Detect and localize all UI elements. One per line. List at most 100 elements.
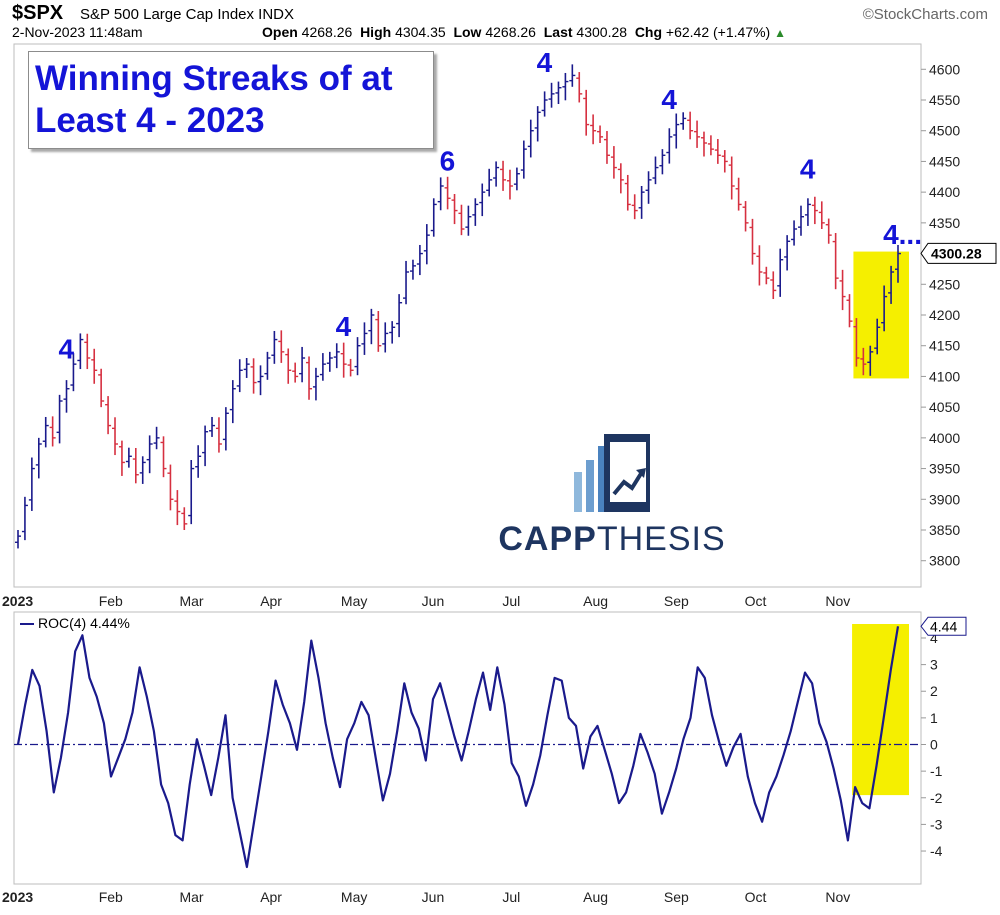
price-bar [694,120,701,148]
price-bar [153,426,160,450]
price-y-tick-label: 4200 [929,307,960,323]
price-last-value-label: 4300.28 [931,245,982,261]
low-label: Low [453,24,482,40]
price-bar [818,201,825,229]
price-bar [583,89,590,136]
roc-y-tick-label: 4 [930,630,938,646]
price-bar [396,294,403,338]
price-bar [631,194,638,220]
price-bar [895,244,901,283]
price-bar [888,265,895,304]
price-bar [15,530,21,549]
roc-series-line [16,626,900,869]
roc-y-tick-label: 2 [930,683,938,699]
roc-y-tick-label: 0 [930,737,938,753]
price-bar [347,358,354,377]
price-bar [222,407,229,451]
price-bar [382,322,389,353]
last-label: Last [543,24,573,40]
price-bar [361,322,368,355]
price-bar [874,318,881,355]
price-bar [354,337,361,376]
price-bar [603,131,610,164]
price-bar [84,333,91,370]
price-last-tag [920,242,997,264]
roc-highlight-box [852,624,909,796]
price-bar [49,416,56,447]
price-bar [209,416,216,437]
price-bar [867,345,874,376]
price-bar [652,156,659,185]
price-bar [756,245,763,286]
index-name: S&P 500 Large Cap Index INDX [80,6,295,23]
price-y-tick-label: 4000 [929,430,960,446]
price-bar [541,91,548,117]
price-bar [403,260,410,305]
price-bar [368,308,375,345]
roc-y-tick-label: 1 [930,710,938,726]
price-bar [132,447,139,484]
price-bar [458,204,465,236]
price-bar [486,168,493,197]
chg-value: +62.42 (+1.47%) [665,24,771,40]
price-y-tick-label: 4450 [929,153,960,169]
price-bar [416,244,423,276]
price-bar [160,436,167,478]
streak-label: 4 [336,311,352,342]
price-y-tick-label: 4600 [929,61,960,77]
roc-x-tick-label: Nov [825,889,850,905]
price-bar [881,285,888,332]
price-bar [839,269,846,311]
price-bar [451,193,458,225]
streak-label: 4 [537,47,553,78]
price-bar [56,394,63,444]
roc-legend-text: ROC(4) 4.44% [38,615,130,631]
price-bar [860,347,867,376]
price-x-tick-label: Jul [502,593,520,609]
price-bar [326,351,333,372]
quote-bar: 2-Nov-2023 11:48am Open 4268.26 High 430… [12,24,988,42]
price-bar [527,119,534,158]
streak-label: 4 [661,84,677,115]
annotation-title: Winning Streaks of at Least 4 - 2023 [35,59,393,140]
price-y-tick-label: 3950 [929,461,960,477]
roc-x-tick-label: Jun [422,889,445,905]
price-bar [312,367,319,401]
price-bar [188,459,195,525]
price-bar [28,457,35,511]
price-bar [167,464,174,511]
price-bar [562,72,569,101]
price-bar [389,321,396,344]
last-value: 4300.28 [576,24,628,40]
price-bar [375,311,382,352]
price-y-tick-label: 4500 [929,123,960,139]
price-bar [784,235,791,271]
ticker-symbol: $SPX [12,2,64,24]
price-bar [506,169,513,200]
price-bar [673,113,680,149]
price-bar [271,330,278,364]
logo-text: CAPPTHESIS [498,520,726,558]
price-bar [444,176,451,210]
price-bar [91,348,98,384]
streak-label: 4 [59,334,75,365]
price-bar [146,435,153,474]
roc-x-tick-label: May [341,889,367,905]
roc-x-tick-label: 2023 [2,889,33,905]
price-bar [548,82,555,108]
price-bar [714,139,721,164]
price-bar [333,343,340,369]
price-bar [306,356,313,400]
price-bar [493,161,500,187]
streak-label: 6 [440,145,456,176]
roc-y-tick-label: -1 [930,763,943,779]
price-bar [617,163,624,194]
price-bar [846,294,853,328]
roc-last-tag [920,616,967,636]
price-bar [215,417,222,453]
price-x-tick-label: Oct [745,593,767,609]
price-bar [112,417,119,456]
roc-x-tick-label: Apr [260,889,282,905]
roc-x-tick-label: Jul [502,889,520,905]
